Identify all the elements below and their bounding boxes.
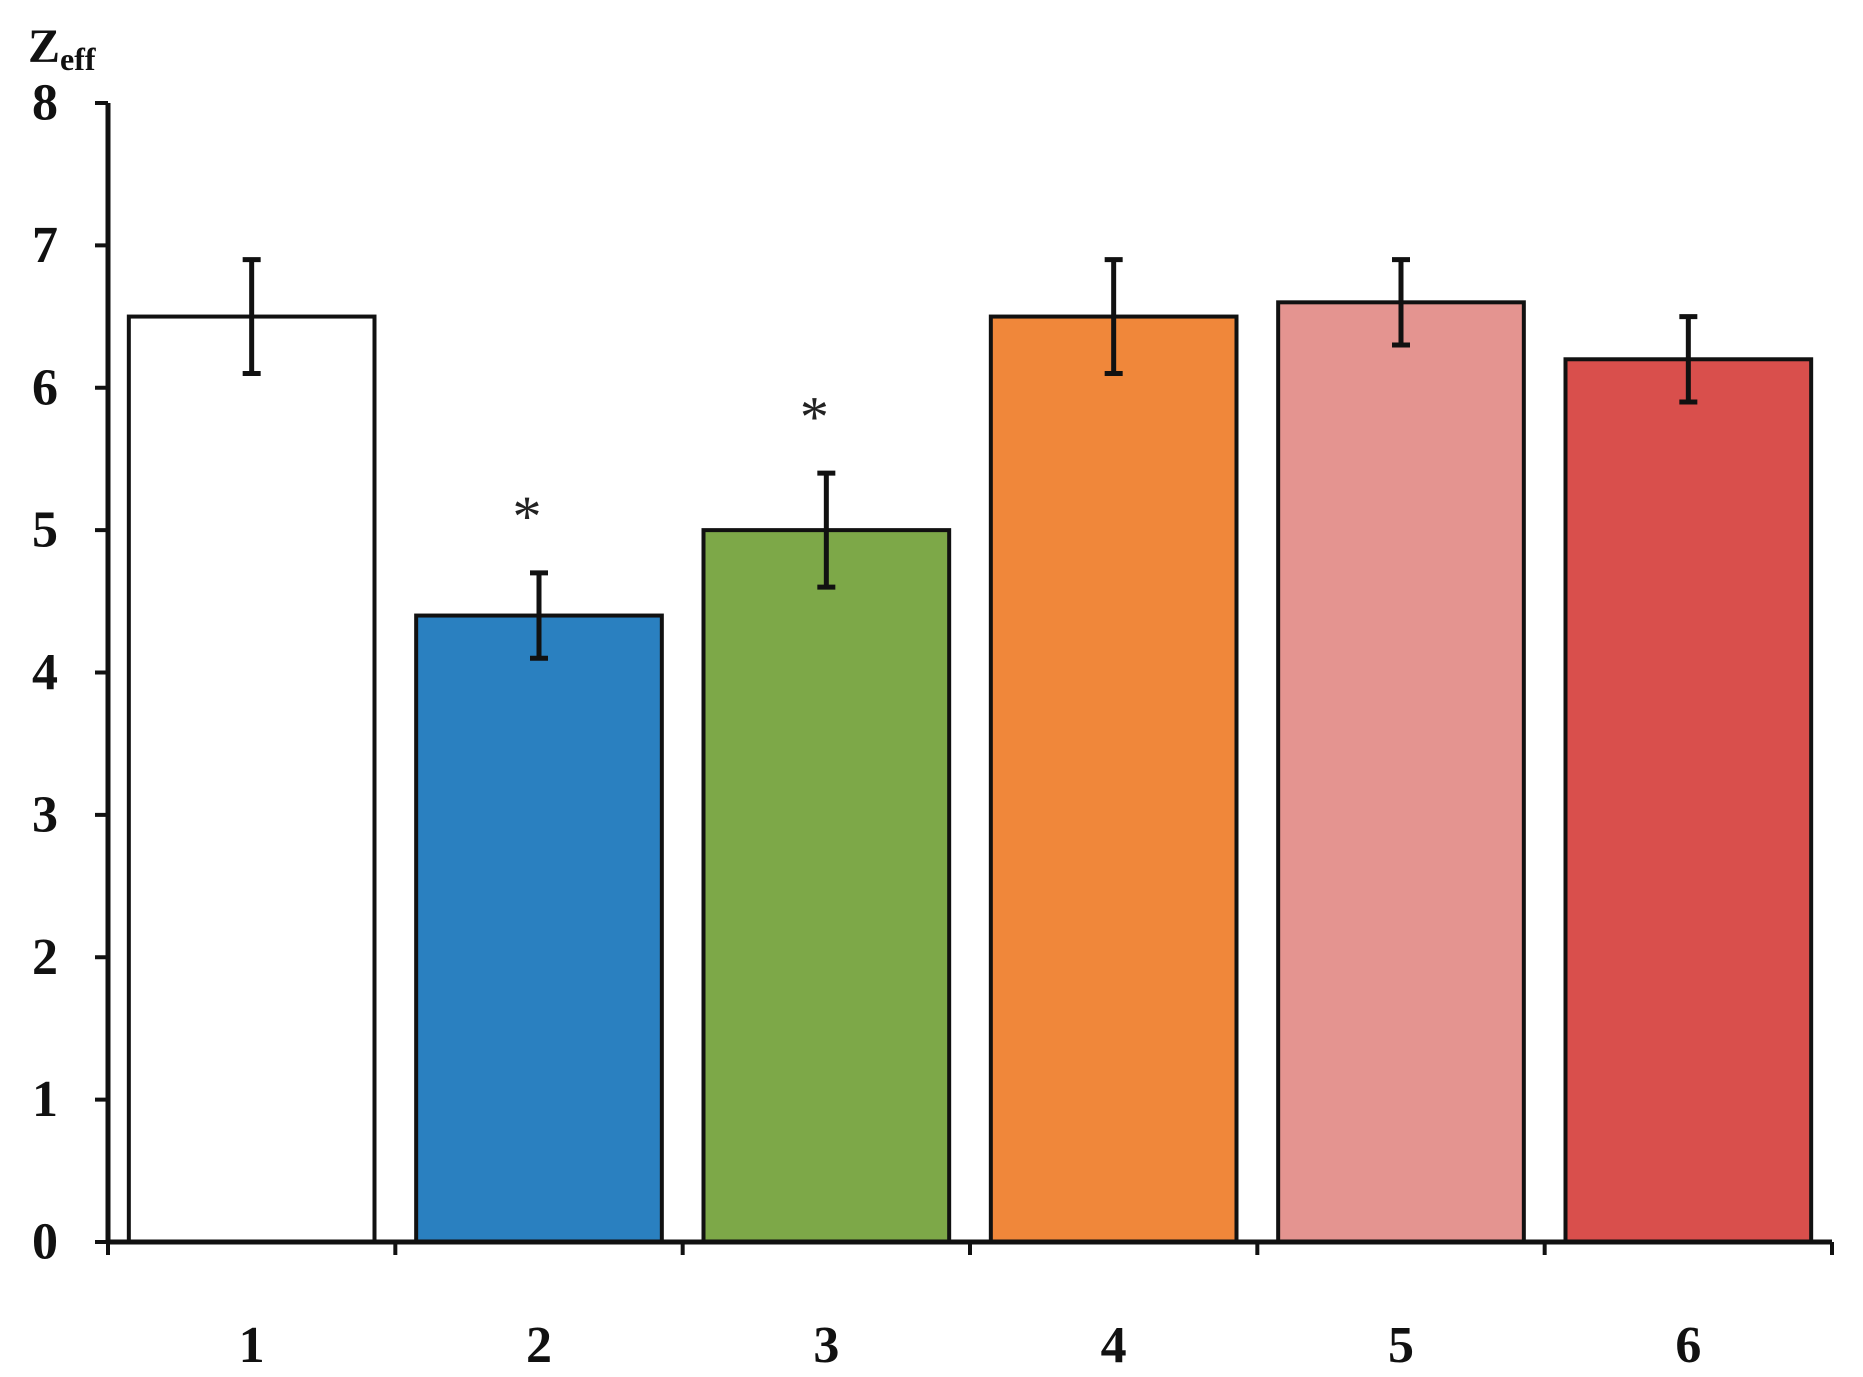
y-tick-label-6: 6 [32,359,58,416]
y-tick-label-5: 5 [32,502,58,559]
error-bar-6 [1679,314,1698,405]
bar-6 [1563,357,1814,1244]
y-tick-label-2: 2 [32,929,58,986]
y-tick-label-8: 8 [32,75,58,132]
y-tick-label-4: 4 [32,644,58,701]
y-tick-label-1: 1 [32,1071,58,1128]
bar-2 [414,613,664,1244]
bars-group [126,300,1814,1244]
x-tick-label-4: 4 [1101,1317,1127,1374]
x-tick-label-2: 2 [526,1317,552,1374]
significance-mark-3: * [800,384,829,449]
x-tick-label-3: 3 [813,1317,839,1374]
y-tick-label-0: 0 [32,1214,58,1271]
bar-1 [126,314,377,1244]
y-axis: 0 1 2 3 4 5 6 7 8 [32,75,111,1271]
error-bars-group [242,257,1698,661]
significance-mark-2: * [513,484,542,549]
error-bar-3 [817,470,836,590]
y-axis-title-subscript: eff [60,41,96,77]
x-tick-label-6: 6 [1675,1317,1701,1374]
y-axis-title: Zeff [28,20,96,77]
y-tick-label-7: 7 [32,217,58,274]
bar-4 [988,314,1239,1244]
y-axis-title-main: Z [28,20,60,73]
error-bar-4 [1104,257,1123,377]
x-tick-label-5: 5 [1388,1317,1414,1374]
y-tick-label-3: 3 [32,786,58,843]
x-tick-label-1: 1 [239,1317,265,1374]
error-bar-5 [1392,257,1410,348]
x-axis: 1 2 3 4 5 6 [106,1239,1834,1374]
bar-5 [1276,300,1526,1244]
error-bar-2 [530,570,548,661]
error-bar-1 [242,257,261,377]
significance-marks-group: ** [513,384,829,549]
bar-3 [701,528,952,1244]
